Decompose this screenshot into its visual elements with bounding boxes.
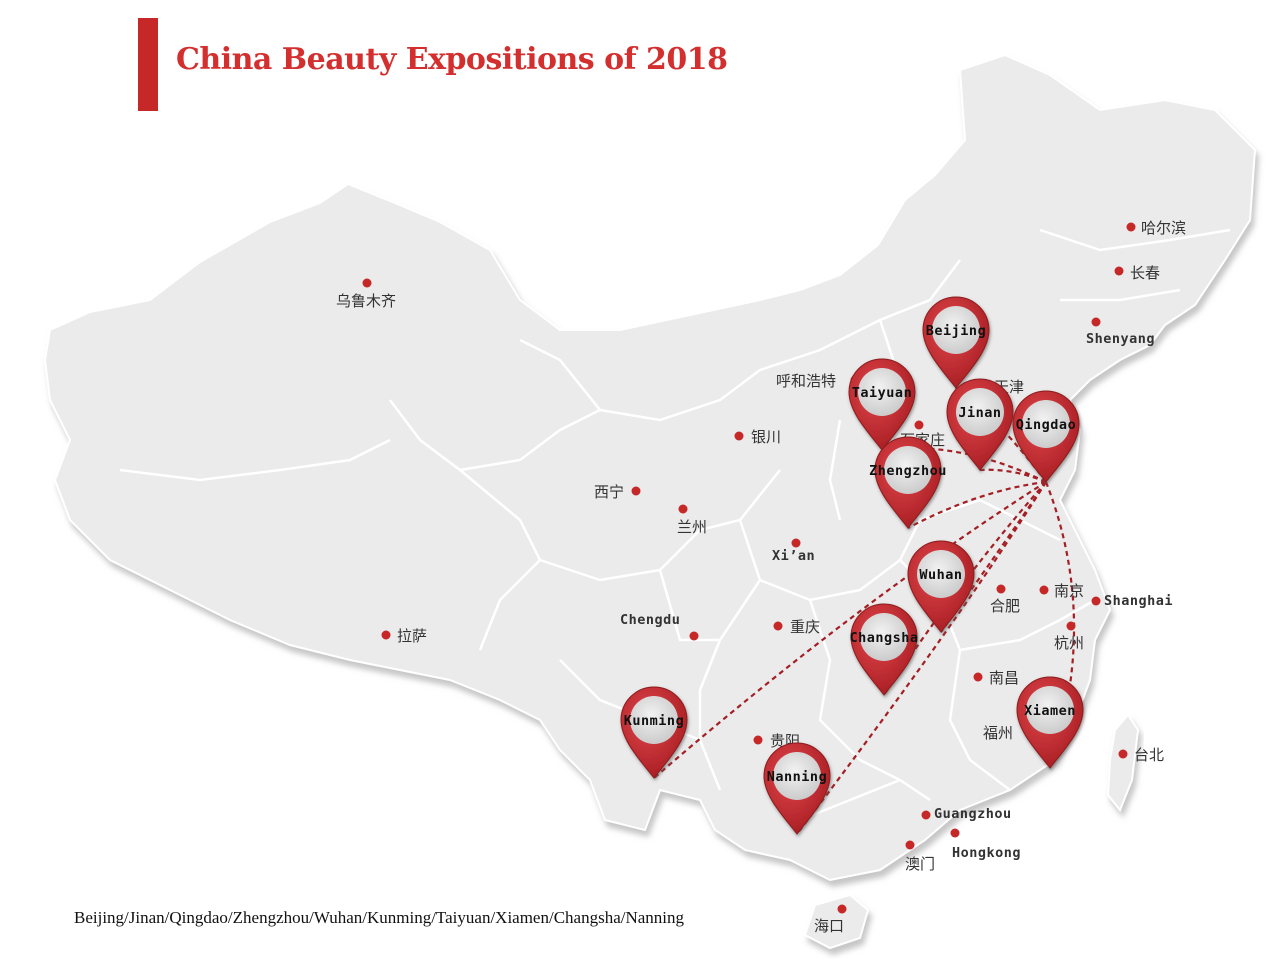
city-dot-lhasa — [381, 630, 391, 640]
city-dot-guiyang — [753, 735, 763, 745]
city-label-changchun: 长春 — [1130, 264, 1160, 282]
pin-label-qingdao: Qingdao — [1016, 417, 1076, 433]
city-dot-nanjing — [1039, 585, 1049, 595]
city-dot-chengdu — [689, 631, 699, 641]
expo-pins: Beijing Taiyuan Jinan Qingdao Zhengzhou Wuhan… — [620, 296, 1084, 835]
pin-label-xiamen: Xiamen — [1024, 703, 1076, 719]
city-dot-shanghai — [1091, 596, 1101, 606]
city-label-guangzhou: Guangzhou — [934, 806, 1012, 822]
expo-pin-kunming — [620, 686, 688, 779]
city-label-harbin: 哈尔滨 — [1141, 219, 1186, 237]
city-label-chongqing: 重庆 — [790, 618, 820, 636]
city-dot-yinchuan — [734, 431, 744, 441]
pin-disc-kunming — [630, 696, 678, 744]
city-label-yinchuan: 银川 — [751, 428, 781, 446]
city-dot-lanzhou — [678, 504, 688, 514]
city-dot-changchun — [1114, 266, 1124, 276]
city-label-taipei: 台北 — [1134, 746, 1164, 764]
city-dot-xian — [791, 538, 801, 548]
city-markers: 乌鲁木齐哈尔滨长春Shenyang呼和浩特天津石家庄银川西宁兰州Xi’an南京S… — [336, 219, 1186, 935]
city-dot-hongkong — [950, 828, 960, 838]
pin-disc-beijing — [932, 306, 980, 354]
pin-disc-zhengzhou — [884, 446, 932, 494]
pin-label-wuhan: Wuhan — [919, 567, 962, 583]
hainan-island — [803, 893, 870, 950]
map-title: China Beauty Expositions of 2018 — [176, 42, 728, 77]
pin-label-zhengzhou: Zhengzhou — [869, 463, 947, 479]
route-qingdao-kunming — [653, 481, 1047, 779]
expo-pin-taiyuan — [848, 358, 916, 451]
city-label-nanchang: 南昌 — [989, 669, 1019, 687]
expo-pin-nanning — [763, 742, 831, 835]
expo-pin-jinan — [946, 378, 1014, 471]
city-label-fuzhou: 福州 — [983, 724, 1013, 742]
city-dot-hangzhou — [1066, 621, 1076, 631]
taiwan-island — [1106, 713, 1140, 812]
city-dot-taipei — [1118, 749, 1128, 759]
footer-city-list: Beijing/Jinan/Qingdao/Zhengzhou/Wuhan/Ku… — [74, 908, 685, 927]
pin-label-nanning: Nanning — [767, 769, 827, 785]
city-dot-harbin — [1126, 222, 1136, 232]
pin-disc-nanning — [773, 752, 821, 800]
city-label-hongkong: Hongkong — [952, 845, 1021, 861]
pin-label-beijing: Beijing — [926, 323, 986, 339]
expo-pin-zhengzhou — [874, 436, 942, 529]
city-label-macau: 澳门 — [905, 855, 935, 873]
city-label-nanjing: 南京 — [1054, 582, 1084, 600]
city-dot-macau — [905, 840, 915, 850]
pin-label-taiyuan: Taiyuan — [852, 385, 912, 401]
route-qingdao-zhengzhou — [907, 480, 1047, 529]
city-label-lhasa: 拉萨 — [397, 627, 427, 645]
city-label-lanzhou: 兰州 — [677, 518, 707, 536]
city-dot-xining — [631, 486, 641, 496]
pin-disc-wuhan — [917, 550, 965, 598]
city-dot-guangzhou — [921, 810, 931, 820]
expo-pin-wuhan — [907, 540, 975, 633]
city-dot-haikou — [837, 904, 847, 914]
city-label-shenyang: Shenyang — [1086, 331, 1155, 347]
city-label-xian: Xi’an — [772, 548, 815, 564]
expo-pin-beijing — [922, 296, 990, 389]
route-qingdao-taiyuan — [881, 447, 1047, 483]
pin-label-kunming: Kunming — [624, 713, 684, 729]
city-label-haikou: 海口 — [814, 917, 844, 935]
pin-disc-jinan — [956, 388, 1004, 436]
city-label-shanghai: Shanghai — [1104, 593, 1173, 609]
route-qingdao-nanning — [796, 481, 1047, 835]
city-dot-chongqing — [773, 621, 783, 631]
city-dot-shijiazhuang — [914, 420, 924, 430]
pin-disc-changsha — [860, 613, 908, 661]
city-label-urumqi: 乌鲁木齐 — [336, 292, 396, 310]
pin-label-jinan: Jinan — [958, 405, 1001, 421]
city-dot-hefei — [996, 584, 1006, 594]
china-mainland — [43, 53, 1257, 882]
pin-disc-xiamen — [1026, 686, 1074, 734]
expo-pin-qingdao — [1012, 390, 1080, 483]
city-dot-nanchang — [973, 672, 983, 682]
pin-disc-taiyuan — [858, 368, 906, 416]
city-label-hohhot: 呼和浩特 — [776, 372, 836, 390]
expo-pin-changsha — [850, 603, 918, 696]
city-label-xining: 西宁 — [594, 483, 624, 501]
city-dot-shenyang — [1091, 317, 1101, 327]
city-label-hefei: 合肥 — [990, 597, 1020, 615]
pin-disc-qingdao — [1022, 400, 1070, 448]
city-dot-urumqi — [362, 278, 372, 288]
city-label-hangzhou: 杭州 — [1054, 634, 1084, 652]
title-accent-bar — [138, 18, 158, 111]
city-label-chengdu: Chengdu — [620, 612, 680, 628]
pin-label-changsha: Changsha — [849, 630, 918, 646]
expo-pin-xiamen — [1016, 676, 1084, 769]
